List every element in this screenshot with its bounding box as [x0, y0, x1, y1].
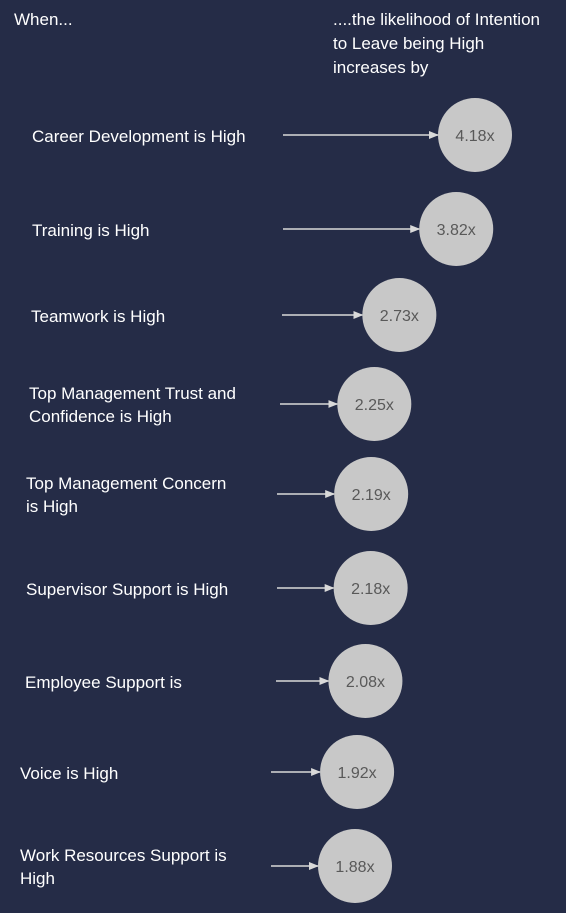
- value-bubble: [333, 551, 408, 625]
- row-label: Top Management Concern is High: [26, 474, 227, 516]
- value-bubble: [337, 367, 412, 441]
- value-bubble: [328, 644, 403, 718]
- value-bubble: [362, 278, 437, 352]
- value-label: 1.92x: [338, 765, 377, 782]
- value-bubble: [320, 735, 395, 809]
- row-label: Training is High: [32, 220, 150, 240]
- row-label: Top Management Trust and Confidence is H…: [29, 384, 236, 426]
- row-label: Voice is High: [20, 763, 119, 783]
- row-label: Teamwork is High: [31, 306, 166, 326]
- row-label: Work Resources Support is High: [20, 846, 227, 888]
- value-label: 2.18x: [351, 581, 390, 598]
- row-label: Supervisor Support is High: [26, 579, 229, 599]
- value-label: 3.82x: [437, 222, 476, 239]
- value-label: 2.73x: [380, 308, 419, 325]
- value-bubble: [334, 457, 409, 531]
- value-bubble: [419, 192, 494, 266]
- header-when: When...: [14, 10, 73, 29]
- value-bubble: [318, 829, 392, 903]
- row-label: Career Development is High: [32, 126, 246, 146]
- value-label: 2.08x: [346, 674, 385, 691]
- value-bubble: [438, 98, 512, 172]
- value-label: 4.18x: [455, 128, 494, 145]
- value-label: 1.88x: [335, 859, 374, 876]
- row-label: Employee Support is: [25, 672, 182, 692]
- value-label: 2.19x: [352, 487, 391, 504]
- value-label: 2.25x: [355, 397, 394, 414]
- header-likelihood: ....the likelihood of Intention to Leave…: [333, 10, 540, 77]
